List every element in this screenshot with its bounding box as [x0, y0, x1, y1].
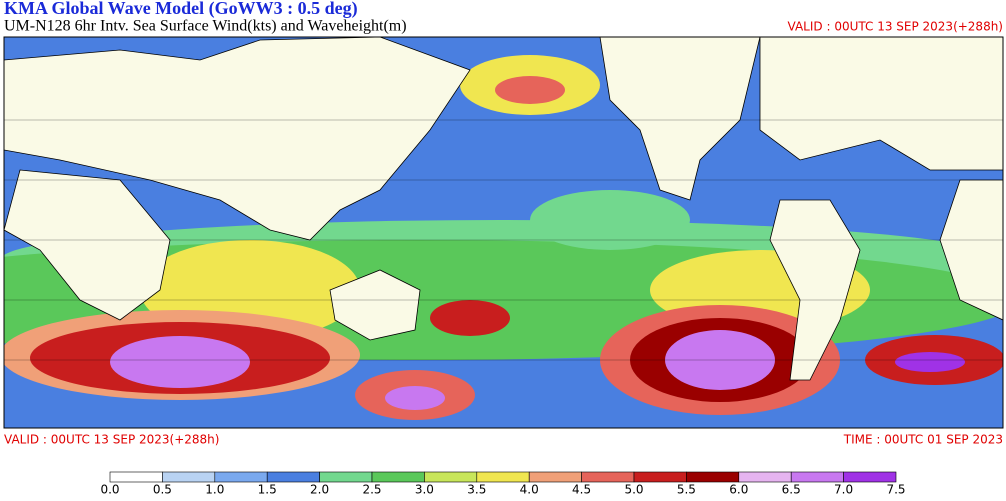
colorbar-tick-label: 1.0	[205, 483, 224, 497]
colorbar-segment	[424, 471, 478, 483]
colorbar-segment	[686, 471, 740, 483]
colorbar-segment	[266, 471, 320, 483]
colorbar-tick-label: 3.5	[467, 483, 486, 497]
colorbar-segment	[162, 471, 216, 483]
colorbar-segment	[633, 471, 687, 483]
colorbar-tick-label: 5.5	[677, 483, 696, 497]
colorbar-tick-label: 2.0	[310, 483, 329, 497]
title: KMA Global Wave Model (GoWW3 : 0.5 deg)	[4, 0, 358, 19]
valid-top: VALID : 00UTC 13 SEP 2023(+288h)	[788, 20, 1003, 34]
colorbar-segment	[214, 471, 268, 483]
valid-bottom: VALID : 00UTC 13 SEP 2023(+288h)	[4, 433, 219, 447]
colorbar-segment	[843, 471, 897, 483]
colorbar-segment	[738, 471, 792, 483]
colorbar-segment	[109, 471, 163, 483]
colorbar-segment	[790, 471, 844, 483]
colorbar-tick-label: 7.5	[886, 483, 905, 497]
map	[4, 37, 1003, 428]
colorbar-segment	[319, 471, 373, 483]
colorbar-segment	[528, 471, 582, 483]
colorbar-segment	[476, 471, 530, 483]
map-frame	[3, 36, 1004, 429]
colorbar-tick-label: 3.0	[415, 483, 434, 497]
colorbar: 0.0 0.5 1.0 1.5 2.0 2.5 3.0 3.5 4.0 4.5 5.0 5.5 6.0 6…	[100, 471, 906, 497]
time: TIME : 00UTC 01 SEP 2023	[843, 433, 1003, 447]
subtitle: UM-N128 6hr Intv. Sea Surface Wind(kts) …	[4, 18, 407, 35]
colorbar-segment	[371, 471, 425, 483]
colorbar-tick-label: 7.0	[834, 483, 853, 497]
colorbar-tick-label: 0.0	[100, 483, 119, 497]
colorbar-tick-label: 5.0	[624, 483, 643, 497]
colorbar-tick-label: 4.0	[520, 483, 539, 497]
colorbar-segment	[581, 471, 635, 483]
colorbar-tick-label: 0.5	[153, 483, 172, 497]
colorbar-tick-label: 2.5	[362, 483, 381, 497]
colorbar-tick-label: 4.5	[572, 483, 591, 497]
colorbar-tick-label: 6.0	[729, 483, 748, 497]
colorbar-tick-label: 1.5	[258, 483, 277, 497]
colorbar-tick-label: 6.5	[782, 483, 801, 497]
